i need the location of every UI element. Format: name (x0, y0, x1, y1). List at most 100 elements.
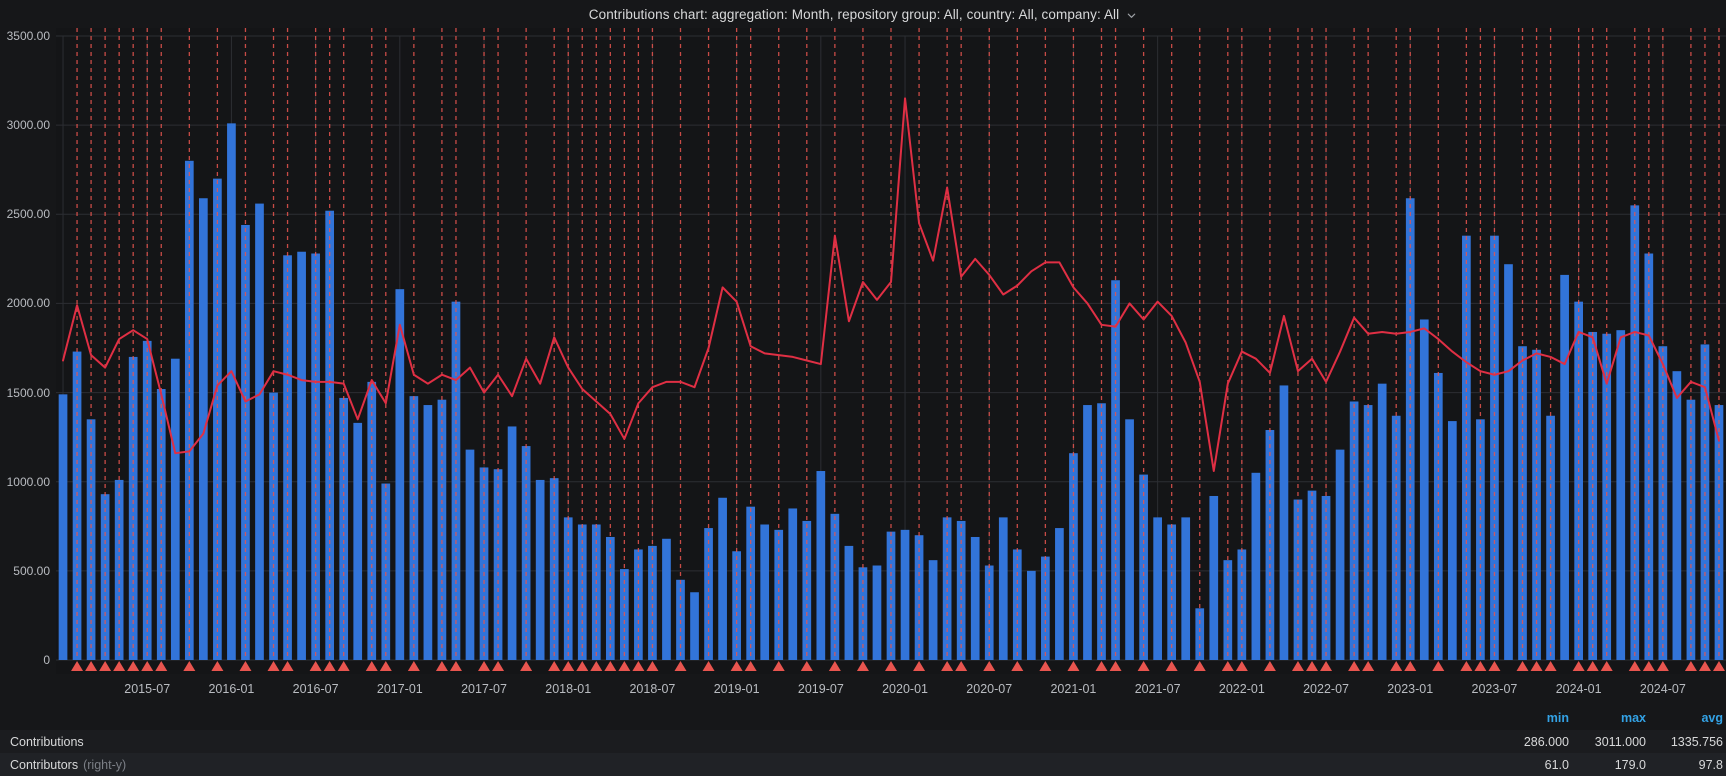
bar (213, 178, 222, 660)
annotation-marker-triangle (323, 661, 336, 671)
bar (1447, 421, 1457, 660)
bar (1391, 415, 1401, 660)
annotation-marker-triangle (1165, 661, 1178, 671)
bar (1686, 399, 1696, 660)
bar (184, 160, 194, 661)
bar (1644, 253, 1654, 660)
bar (872, 565, 882, 660)
x-axis-tick-label: 2017-01 (376, 682, 423, 696)
bar (928, 560, 938, 660)
bar (1560, 274, 1569, 660)
annotation-marker-triangle (618, 661, 631, 671)
annotation-marker-triangle (800, 661, 813, 671)
bar (549, 478, 559, 660)
y-axis-tick-label: 3000.00 (6, 118, 50, 133)
bar (325, 210, 335, 660)
bar (844, 545, 854, 660)
y-axis-tick-label: 1000.00 (6, 474, 50, 489)
chart-plot-area[interactable]: 0 500.00 1000.00 1500.00 2000.00 2500.00 3000.… (0, 28, 1726, 674)
bar (1574, 301, 1583, 660)
bar (1195, 608, 1205, 660)
bar (1083, 405, 1092, 660)
legend-stats-contributions: 286.000 3011.000 1335.756 (1495, 735, 1726, 749)
bar (1602, 333, 1612, 660)
bar (1321, 495, 1331, 660)
legend-row-contributors[interactable]: Contributors (right-y) 61.0 179.0 97.8 (0, 753, 1726, 776)
annotation-marker-triangle (646, 661, 659, 671)
bar (886, 531, 896, 660)
bar (1532, 349, 1541, 660)
panel-title-menu[interactable]: Contributions chart: aggregation: Month,… (589, 7, 1138, 22)
chart-canvas[interactable] (56, 28, 1726, 674)
x-axis-tick-label: 2016-07 (292, 682, 339, 696)
annotation-marker-triangle (913, 661, 926, 671)
bar (1279, 385, 1289, 660)
annotation-marker-triangle (1488, 661, 1501, 671)
annotation-marker-triangle (71, 661, 84, 671)
bar (86, 419, 96, 660)
bar (535, 479, 545, 660)
annotation-marker-triangle (520, 661, 533, 671)
annotation-marker-triangle (1067, 661, 1080, 671)
bar (199, 198, 208, 661)
x-axis-tick-label: 2016-01 (208, 682, 255, 696)
annotation-marker-triangle (1137, 661, 1150, 671)
annotation-marker-triangle (548, 661, 561, 671)
annotation-marker-triangle (632, 661, 645, 671)
bar (1630, 205, 1640, 660)
bar (170, 358, 180, 660)
x-axis-tick-label: 2019-07 (797, 682, 844, 696)
annotation-marker-triangle (85, 661, 98, 671)
bar (1377, 383, 1387, 660)
annotation-marker-triangle (309, 661, 322, 671)
annotation-marker-triangle (478, 661, 491, 671)
bar (437, 399, 447, 660)
x-axis-tick-label: 2023-01 (1387, 682, 1434, 696)
annotation-marker-triangle (1698, 661, 1711, 671)
panel-header: Contributions chart: aggregation: Month,… (0, 0, 1726, 28)
bar (479, 467, 489, 660)
legend-series-name: Contributors (10, 757, 79, 772)
y-axis-tick-label: 3500.00 (6, 29, 50, 43)
annotation-marker-triangle (772, 661, 785, 671)
x-axis-tick-label: 2019-01 (713, 682, 760, 696)
bar (451, 301, 461, 660)
legend-series-label[interactable]: Contributors (right-y) (0, 758, 126, 772)
bar (1672, 371, 1682, 660)
annotation-marker-triangle (1600, 661, 1613, 671)
bar (1125, 419, 1134, 660)
legend-series-label[interactable]: Contributions (0, 735, 84, 749)
annotation-marker-triangle (885, 661, 897, 671)
annotation-marker-triangle (239, 661, 252, 671)
bar (690, 592, 699, 660)
annotation-marker-triangle (744, 661, 757, 671)
bar (409, 396, 419, 660)
x-axis-tick-label: 2015-07 (124, 682, 171, 696)
annotation-marker-triangle (1404, 661, 1417, 671)
y-axis-tick-label: 0 (43, 653, 50, 667)
chart-svg (56, 28, 1726, 674)
annotation-marker-triangle (1530, 661, 1543, 671)
y-axis-left: 0 500.00 1000.00 1500.00 2000.00 2500.00 3000.… (0, 28, 56, 674)
legend-row-contributions[interactable]: Contributions 286.000 3011.000 1335.756 (0, 730, 1726, 753)
bar (816, 471, 826, 660)
legend-stats-contributors: 61.0 179.0 97.8 (1495, 758, 1726, 772)
bar (998, 517, 1008, 660)
bar (704, 528, 713, 660)
bar (114, 479, 124, 660)
bar (58, 394, 68, 660)
annotation-marker-triangle (211, 661, 224, 671)
bar (1181, 517, 1191, 660)
bar (1419, 319, 1429, 660)
bar (662, 538, 671, 660)
bar (1041, 556, 1050, 660)
bar (395, 289, 405, 660)
annotation-marker-triangle (379, 661, 392, 671)
bar (1293, 499, 1303, 660)
annotation-marker-triangle (1712, 661, 1725, 671)
chevron-down-icon[interactable] (1126, 10, 1137, 21)
annotation-marker-triangle (1474, 661, 1487, 671)
annotation-marker-triangle (1221, 661, 1234, 671)
annotation-marker-triangle (1095, 661, 1108, 671)
